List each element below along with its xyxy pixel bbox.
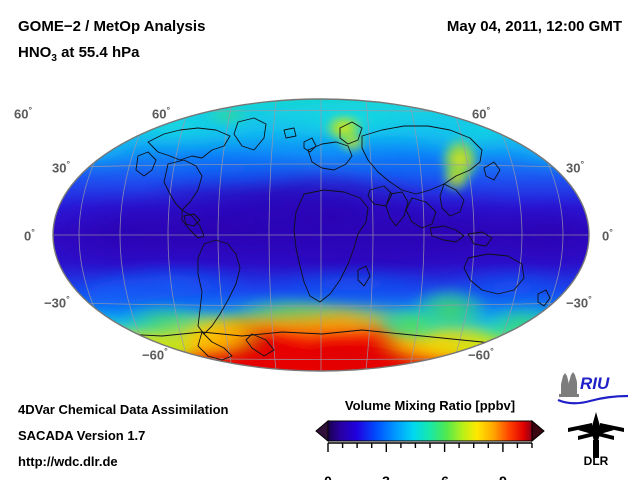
- lat-label-0-right: 0°: [602, 227, 613, 244]
- lat-label-minus60-left: −60°: [142, 346, 168, 363]
- dlr-bird-icon: [568, 412, 624, 458]
- colorbar-gradient: [327, 420, 533, 442]
- map-outline: [52, 98, 590, 372]
- colorbar-tick-label-9: 9: [491, 473, 515, 480]
- map-coastlines: [81, 117, 558, 361]
- cathedral-icon: [559, 372, 579, 397]
- degree-icon: °: [164, 346, 168, 356]
- colorbar-tick-label-0: 0: [316, 473, 340, 480]
- footer-line-1: 4DVar Chemical Data Assimilation: [18, 402, 229, 417]
- lat-label-minus60-right: −60°: [468, 346, 494, 363]
- colorbar-extend-low-arrow: [315, 419, 329, 443]
- tropical-minimum: [53, 164, 589, 286]
- page-title: GOME−2 / MetOp Analysis: [18, 18, 206, 35]
- colorbar-ticks: [327, 442, 533, 452]
- footer-line-2: SACADA Version 1.7: [18, 428, 146, 443]
- degree-icon: °: [31, 227, 35, 237]
- map-plot: [52, 98, 590, 372]
- lat-label-60-left: 60°: [152, 105, 171, 122]
- species-level-label: HNO3 at 55.4 hPa: [18, 44, 139, 64]
- lat-label-minus30-right: −30°: [566, 294, 592, 311]
- degree-icon: °: [490, 346, 494, 356]
- northern-enhancement-spots: [202, 104, 482, 194]
- datetime-label: May 04, 2011, 12:00 GMT: [446, 18, 622, 35]
- lat-label-30-left: 30°: [52, 159, 71, 176]
- riu-wave-icon: [557, 394, 629, 405]
- colorbar-tick-label-6: 6: [433, 473, 457, 480]
- colorbar-tick-label-3: 3: [374, 473, 398, 480]
- degree-icon: °: [588, 294, 592, 304]
- degree-icon: °: [66, 294, 70, 304]
- degree-icon: °: [66, 159, 71, 169]
- species-formula-prefix: HNO: [18, 44, 52, 61]
- colorbar-svg: [315, 419, 545, 452]
- degree-icon: °: [28, 105, 33, 115]
- species-formula-subscript: 3: [51, 53, 57, 64]
- degree-icon: °: [609, 227, 613, 237]
- footer-line-3[interactable]: http://wdc.dlr.de: [18, 454, 118, 469]
- lat-label-0-left: 0°: [24, 227, 35, 244]
- lat-label-60-right: 60°: [472, 105, 491, 122]
- degree-icon: °: [580, 159, 585, 169]
- lat-label-minus30-left: −30°: [44, 294, 70, 311]
- map-data-layer: [53, 99, 589, 371]
- lat-label-left-60: 60°: [14, 105, 33, 122]
- dlr-logo: DLR: [568, 412, 624, 466]
- degree-icon: °: [166, 105, 171, 115]
- species-level-suffix: at 55.4 hPa: [56, 44, 140, 61]
- riu-wordmark: RIU: [580, 374, 610, 393]
- degree-icon: °: [486, 105, 491, 115]
- colorbar: Volume Mixing Ratio [ppbv]: [310, 398, 550, 480]
- lat-label-30-right: 30°: [566, 159, 585, 176]
- riu-logo: RIU: [557, 372, 629, 405]
- mollweide-map-svg: [52, 98, 590, 372]
- colorbar-extend-high-arrow: [531, 419, 545, 443]
- colorbar-title: Volume Mixing Ratio [ppbv]: [344, 398, 516, 413]
- dlr-wordmark: DLR: [584, 454, 609, 466]
